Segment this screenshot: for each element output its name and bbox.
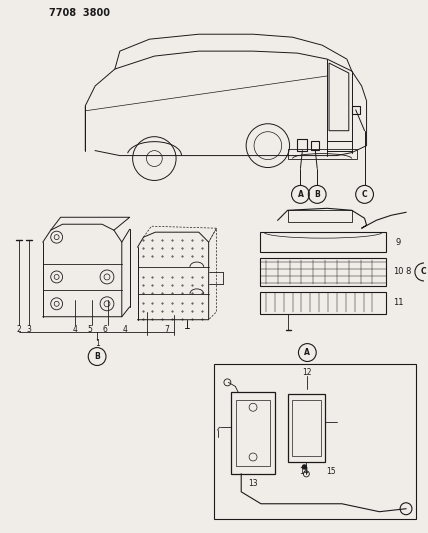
Text: 9: 9 bbox=[395, 238, 401, 247]
Text: A: A bbox=[297, 190, 303, 199]
Text: 2: 2 bbox=[17, 325, 21, 334]
Text: A: A bbox=[304, 348, 310, 357]
Text: 14: 14 bbox=[300, 467, 309, 477]
Text: 7708  3800: 7708 3800 bbox=[49, 9, 110, 18]
Text: 15: 15 bbox=[326, 467, 336, 477]
Text: C: C bbox=[421, 268, 427, 277]
Text: 4: 4 bbox=[122, 325, 127, 334]
Text: 11: 11 bbox=[393, 298, 403, 308]
Text: 5: 5 bbox=[88, 325, 92, 334]
Text: 7: 7 bbox=[165, 325, 169, 334]
Text: 10: 10 bbox=[393, 268, 403, 277]
Text: 13: 13 bbox=[248, 479, 258, 488]
Text: B: B bbox=[314, 190, 320, 199]
Circle shape bbox=[303, 465, 306, 469]
Text: C: C bbox=[362, 190, 367, 199]
Text: B: B bbox=[94, 352, 100, 361]
Text: 12: 12 bbox=[303, 368, 312, 377]
Text: 8: 8 bbox=[405, 268, 411, 277]
Text: 6: 6 bbox=[103, 325, 107, 334]
Text: 3: 3 bbox=[27, 325, 32, 334]
Text: 1: 1 bbox=[95, 339, 99, 348]
Text: 4: 4 bbox=[73, 325, 78, 334]
